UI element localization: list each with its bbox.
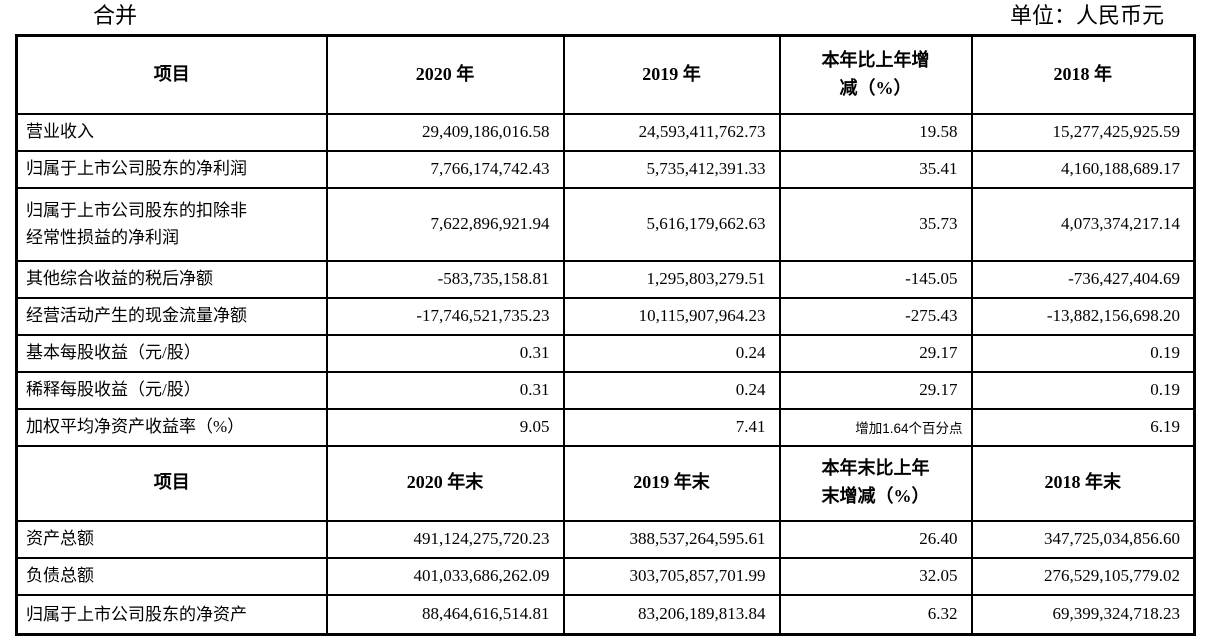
value-2018-cell: 0.19 [970,370,1196,410]
change-cell: 35.73 [778,186,973,262]
change-cell: -145.05 [778,259,973,299]
section-label: 合并 [93,3,138,28]
title-bar: 合并 单位：人民币元 [0,0,1222,34]
value-2020-cell: 491,124,275,720.23 [325,519,565,559]
header-cell-item: 项目 [15,34,328,115]
item-cell: 加权平均净资产收益率（%） [15,407,328,447]
value-2020-cell: 9.05 [325,407,565,447]
yearend-header-row: 项目 2020 年末 2019 年末 本年末比上年 末增减（%） 2018 年末 [15,444,1196,522]
value-2019-cell: 7.41 [562,407,781,447]
item-cell: 基本每股收益（元/股） [15,333,328,373]
change-cell: -275.43 [778,296,973,336]
value-2018-cell: 4,160,188,689.17 [970,149,1196,189]
value-2019-cell: 1,295,803,279.51 [562,259,781,299]
header-cell-2020-end: 2020 年末 [325,444,565,522]
value-2018-cell: -13,882,156,698.20 [970,296,1196,336]
table-row-diluted-eps: 稀释每股收益（元/股） 0.31 0.24 29.17 0.19 [15,370,1196,410]
value-2018-cell: 0.19 [970,333,1196,373]
value-2020-cell: -583,735,158.81 [325,259,565,299]
value-2020-cell: -17,746,521,735.23 [325,296,565,336]
item-cell: 营业收入 [15,112,328,152]
header-cell-2019: 2019 年 [562,34,781,115]
table-row-net-profit-deducted: 归属于上市公司股东的扣除非 经常性损益的净利润 7,622,896,921.94… [15,186,1196,262]
table-row-other-comprehensive-income: 其他综合收益的税后净额 -583,735,158.81 1,295,803,27… [15,259,1196,299]
annual-header-row: 项目 2020 年 2019 年 本年比上年增 减（%） 2018 年 [15,34,1196,115]
table-row-basic-eps: 基本每股收益（元/股） 0.31 0.24 29.17 0.19 [15,333,1196,373]
change-cell: 26.40 [778,519,973,559]
value-2018-cell: 276,529,105,779.02 [970,556,1196,596]
value-2019-cell: 388,537,264,595.61 [562,519,781,559]
change-cell: 35.41 [778,149,973,189]
value-2020-cell: 401,033,686,262.09 [325,556,565,596]
value-2018-cell: 347,725,034,856.60 [970,519,1196,559]
value-2019-cell: 83,206,189,813.84 [562,593,781,636]
value-2019-cell: 5,616,179,662.63 [562,186,781,262]
header-cell-2018: 2018 年 [970,34,1196,115]
item-cell: 稀释每股收益（元/股） [15,370,328,410]
item-cell: 其他综合收益的税后净额 [15,259,328,299]
table-row-operating-cash-flow: 经营活动产生的现金流量净额 -17,746,521,735.23 10,115,… [15,296,1196,336]
table-row-total-liabilities: 负债总额 401,033,686,262.09 303,705,857,701.… [15,556,1196,596]
item-cell: 归属于上市公司股东的净资产 [15,593,328,636]
item-cell: 归属于上市公司股东的扣除非 经常性损益的净利润 [15,186,328,262]
value-2020-cell: 0.31 [325,333,565,373]
header-cell-2020: 2020 年 [325,34,565,115]
item-cell: 资产总额 [15,519,328,559]
change-cell: 32.05 [778,556,973,596]
value-2018-cell: 69,399,324,718.23 [970,593,1196,636]
change-cell: 19.58 [778,112,973,152]
value-2018-cell: 15,277,425,925.59 [970,112,1196,152]
change-cell: 6.32 [778,593,973,636]
header-cell-item: 项目 [15,444,328,522]
table-row-weighted-avg-roe: 加权平均净资产收益率（%） 9.05 7.41 增加1.64个百分点 6.19 [15,407,1196,447]
value-2020-cell: 7,766,174,742.43 [325,149,565,189]
table-row-net-profit: 归属于上市公司股东的净利润 7,766,174,742.43 5,735,412… [15,149,1196,189]
table-row-revenue: 营业收入 29,409,186,016.58 24,593,411,762.73… [15,112,1196,152]
value-2019-cell: 24,593,411,762.73 [562,112,781,152]
value-2020-cell: 0.31 [325,370,565,410]
change-cell: 29.17 [778,333,973,373]
value-2020-cell: 7,622,896,921.94 [325,186,565,262]
header-cell-2018-end: 2018 年末 [970,444,1196,522]
value-2020-cell: 88,464,616,514.81 [325,593,565,636]
value-2019-cell: 0.24 [562,370,781,410]
item-cell: 经营活动产生的现金流量净额 [15,296,328,336]
value-2019-cell: 303,705,857,701.99 [562,556,781,596]
item-cell: 负债总额 [15,556,328,596]
change-cell: 29.17 [778,370,973,410]
financial-summary-table: 项目 2020 年 2019 年 本年比上年增 减（%） 2018 年 营业收入… [15,34,1196,636]
unit-label: 单位：人民币元 [1009,3,1164,28]
value-2019-cell: 10,115,907,964.23 [562,296,781,336]
value-2018-cell: 4,073,374,217.14 [970,186,1196,262]
table-row-total-assets: 资产总额 491,124,275,720.23 388,537,264,595.… [15,519,1196,559]
table-row-net-assets: 归属于上市公司股东的净资产 88,464,616,514.81 83,206,1… [15,593,1196,636]
value-2019-cell: 5,735,412,391.33 [562,149,781,189]
value-2019-cell: 0.24 [562,333,781,373]
change-cell: 增加1.64个百分点 [778,407,973,447]
value-2018-cell: -736,427,404.69 [970,259,1196,299]
value-2018-cell: 6.19 [970,407,1196,447]
value-2020-cell: 29,409,186,016.58 [325,112,565,152]
header-cell-change: 本年比上年增 减（%） [778,34,973,115]
header-cell-2019-end: 2019 年末 [562,444,781,522]
item-cell: 归属于上市公司股东的净利润 [15,149,328,189]
header-cell-change-end: 本年末比上年 末增减（%） [778,444,973,522]
